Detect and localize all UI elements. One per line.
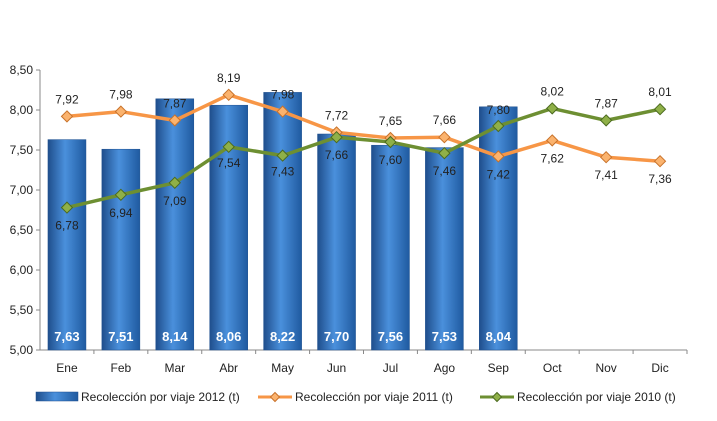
point-marker (546, 102, 559, 115)
bar-2012 (371, 144, 410, 351)
point-marker (330, 130, 343, 144)
bar-2012 (155, 98, 195, 351)
y-tick-label: 6,00 (10, 263, 34, 277)
point-value-label: 7,80 (487, 103, 511, 117)
line-2011 (66, 93, 661, 163)
x-tick-label: Ago (434, 361, 456, 375)
point-value-label: 7,36 (648, 172, 672, 186)
x-tick-label: Abr (219, 361, 238, 375)
point-marker (546, 134, 559, 147)
point-value-label: 7,66 (433, 113, 457, 127)
point-value-label: 7,87 (594, 96, 618, 110)
y-tick-label: 8,00 (10, 103, 34, 117)
bar-value-label: 7,70 (324, 329, 349, 344)
axes: 5,00 5,50 6,00 6,50 7,00 7,50 8,00 8,50 Ene Feb Ma… (10, 63, 688, 375)
point-marker (276, 149, 289, 162)
point-value-label: 7,46 (433, 164, 457, 178)
point-marker (168, 114, 181, 127)
legend-label: Recolección por viaje 2010 (t) (517, 390, 676, 404)
point-value-label: 7,98 (109, 88, 133, 102)
point-value-label: 7,41 (594, 168, 618, 182)
point-marker (222, 88, 235, 102)
bars-2012 (47, 92, 518, 351)
bar-value-label: 8,22 (270, 329, 295, 344)
x-tick-label: Oct (543, 361, 562, 375)
legend: Recolección por viaje 2012 (t) Recolecció… (35, 390, 676, 404)
point-value-label: 7,87 (163, 96, 187, 110)
point-value-label: 7,54 (217, 156, 241, 170)
y-tick-label: 6,50 (10, 223, 34, 237)
point-value-label: 7,65 (379, 114, 403, 128)
bar-2012 (101, 148, 141, 351)
bar-2012 (47, 139, 87, 351)
x-tick-label: Dic (651, 361, 668, 375)
y-tick-label: 5,50 (10, 303, 34, 317)
point-value-label: 7,66 (325, 148, 349, 162)
x-tick-label: Jun (327, 361, 346, 375)
point-marker (653, 154, 667, 168)
point-marker (599, 114, 613, 127)
bar-2012 (425, 147, 464, 351)
bar-value-label: 7,56 (378, 329, 403, 344)
y-tick-label: 7,00 (10, 183, 34, 197)
x-tick-label: Feb (111, 361, 132, 375)
point-value-label: 7,62 (541, 151, 565, 165)
x-tick-label: Nov (595, 361, 616, 375)
y-tick-label: 7,50 (10, 143, 34, 157)
bar-value-label: 7,51 (108, 329, 133, 344)
x-tick-label: Mar (164, 361, 185, 375)
bar-value-label: 8,04 (486, 329, 512, 344)
point-marker (438, 130, 451, 144)
point-value-label: 8,01 (648, 85, 672, 99)
point-marker (653, 102, 667, 116)
point-value-label: 7,98 (271, 88, 295, 102)
bar-2012 (263, 92, 302, 351)
point-value-label: 7,43 (271, 165, 295, 179)
point-marker (599, 150, 613, 164)
point-value-label: 7,60 (379, 153, 403, 167)
legend-label-2012: Recolección por viaje 2012 (t) (81, 390, 240, 404)
x-tick-label: Sep (488, 361, 510, 375)
point-marker (276, 105, 289, 118)
y-tick-label: 5,00 (10, 343, 34, 357)
point-value-label: 6,78 (55, 219, 79, 233)
data-labels: 7,63 7,51 8,14 8,06 8,22 7,70 7,56 7,53 8,04 7,92… (54, 71, 672, 344)
point-value-label: 8,19 (217, 71, 241, 85)
legend-swatch-2012 (35, 391, 79, 402)
legend-swatch-marker (269, 391, 281, 403)
lines (60, 88, 667, 214)
point-marker (114, 188, 128, 202)
x-tick-label: May (271, 361, 294, 375)
point-marker (492, 119, 505, 133)
bar-value-label: 8,14 (162, 329, 188, 344)
point-value-label: 7,42 (487, 167, 511, 181)
bar-2012 (479, 106, 518, 351)
point-marker (60, 110, 74, 123)
point-marker (384, 135, 397, 149)
point-marker (114, 105, 128, 118)
point-value-label: 7,92 (55, 92, 79, 106)
point-value-label: 7,72 (325, 108, 349, 122)
bar-2012 (317, 133, 356, 351)
x-tick-label: Ene (56, 361, 78, 375)
legend-swatch-marker (491, 391, 503, 403)
point-value-label: 6,94 (109, 206, 133, 220)
line-2010 (66, 106, 661, 210)
point-marker (492, 150, 505, 163)
point-marker (438, 146, 451, 160)
legend-label: Recolección por viaje 2011 (t) (295, 390, 453, 404)
point-marker (168, 176, 181, 190)
bar-value-label: 8,06 (216, 329, 241, 344)
point-value-label: 8,02 (541, 84, 565, 98)
bar-value-label: 7,53 (432, 329, 457, 344)
point-marker (222, 140, 235, 154)
x-tick-label: Jul (383, 361, 398, 375)
bar-value-label: 7,63 (54, 329, 79, 344)
point-marker (60, 201, 74, 214)
y-tick-label: 8,50 (10, 63, 34, 77)
point-value-label: 7,09 (163, 194, 187, 208)
